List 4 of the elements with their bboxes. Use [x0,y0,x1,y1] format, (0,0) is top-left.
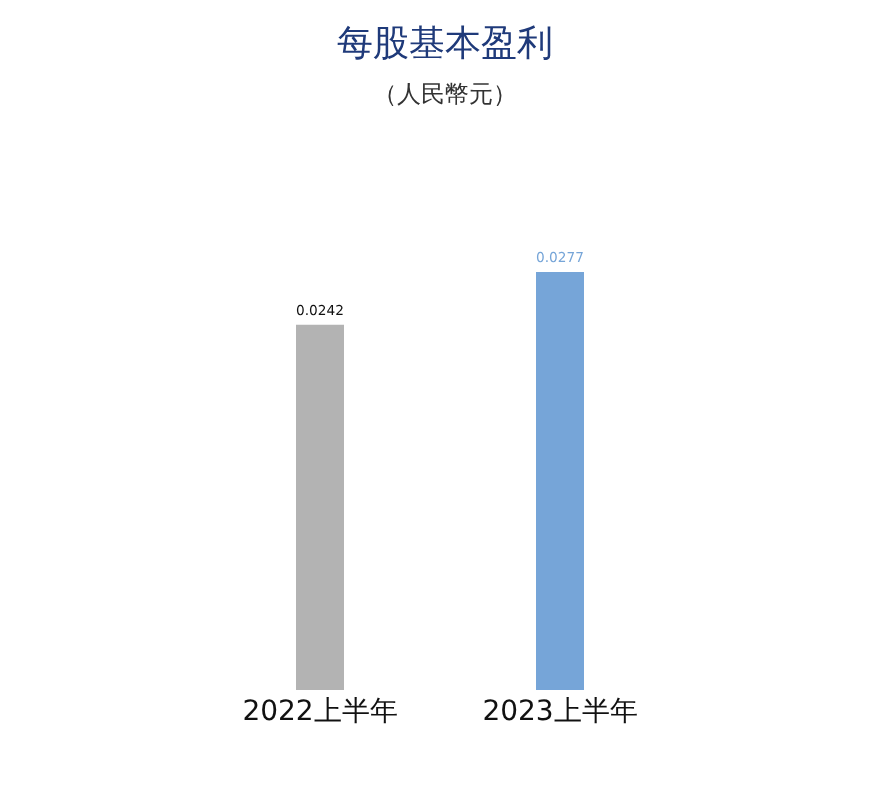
x-tick-label: 2022上半年 [242,696,398,728]
chart-subtitle: （人民幣元） [373,80,517,109]
x-tick-label: 2023上半年 [482,696,638,728]
chart-title: 每股基本盈利 [337,23,553,66]
